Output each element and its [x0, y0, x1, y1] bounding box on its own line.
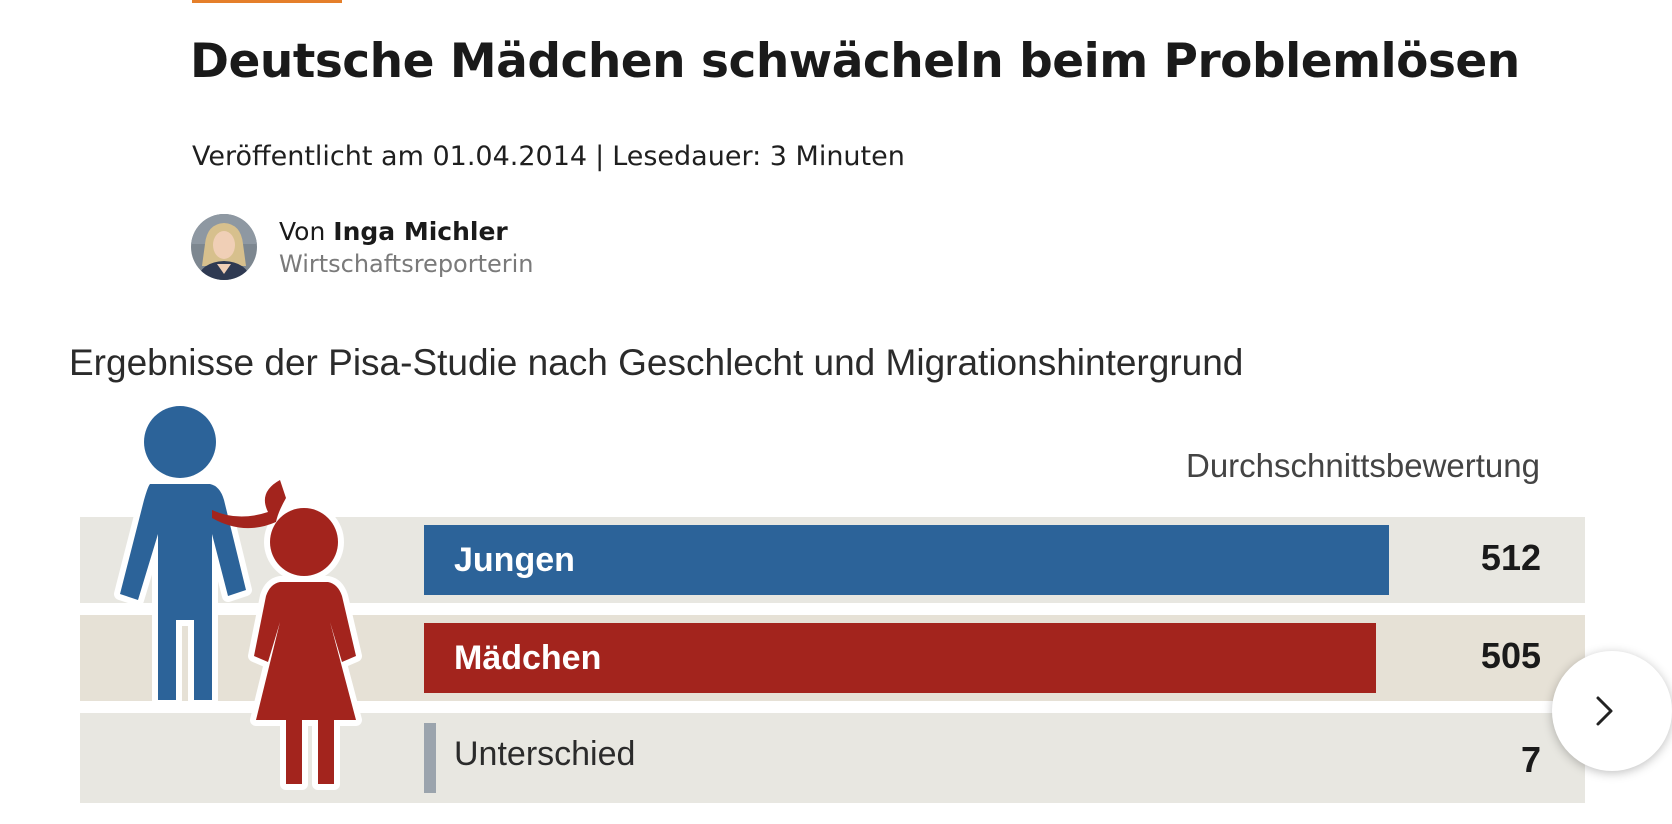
value-boys: 512: [1480, 537, 1541, 578]
meta-separator: |: [595, 141, 605, 172]
published-date: Veröffentlicht am 01.04.2014: [192, 141, 588, 172]
value-girls: 505: [1480, 635, 1541, 676]
difference-marker: [424, 723, 436, 793]
carousel-next-button[interactable]: [1552, 651, 1672, 771]
difference-label: Unterschied: [454, 735, 636, 773]
bar-label-girls: Mädchen: [454, 638, 602, 677]
girl-figure-icon: [212, 472, 362, 790]
value-difference: 7: [1520, 739, 1541, 780]
infographic: Ergebnisse der Pisa-Studie nach Geschlec…: [0, 330, 1672, 824]
boy-figure-icon: [114, 400, 252, 706]
author-byline[interactable]: Von Inga Michler Wirtschaftsreporterin: [191, 214, 534, 280]
author-name-link[interactable]: Inga Michler: [333, 216, 508, 246]
author-prefix: Von: [279, 216, 326, 246]
bar-girls: Mädchen: [424, 623, 1376, 693]
chart-value-header: Durchschnittsbewertung: [1185, 447, 1540, 484]
accent-bar: [192, 0, 342, 3]
bar-boys: Jungen: [424, 525, 1389, 595]
reading-time: Lesedauer: 3 Minuten: [612, 141, 905, 172]
chevron-right-icon: [1596, 696, 1613, 726]
author-role: Wirtschaftsreporterin: [279, 249, 534, 278]
chart-title: Ergebnisse der Pisa-Studie nach Geschlec…: [69, 342, 1244, 383]
article-headline: Deutsche Mädchen schwächeln beim Problem…: [190, 34, 1520, 89]
article-meta: Veröffentlicht am 01.04.2014 | Lesedauer: …: [192, 141, 905, 172]
author-avatar[interactable]: [191, 214, 257, 280]
bar-label-boys: Jungen: [454, 540, 575, 579]
boy-girl-illustration: [114, 400, 362, 790]
